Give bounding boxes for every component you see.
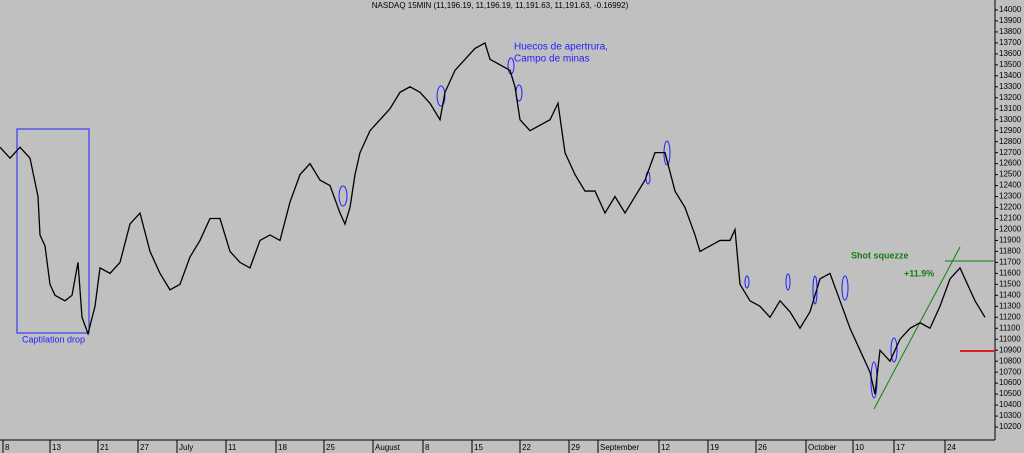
annotation: Shot squezze (851, 250, 909, 260)
y-tick-label: 11600 (999, 268, 1021, 277)
x-tick-label: 19 (710, 443, 719, 452)
price-line (0, 41, 986, 395)
x-tick-label: July (179, 443, 193, 452)
y-tick-label: 13200 (999, 93, 1022, 102)
x-tick-label: 12 (661, 443, 670, 452)
x-tick-label: 26 (758, 443, 767, 452)
chart-title: NASDAQ 15MIN (11,196.19, 11,196.19, 11,1… (372, 1, 629, 10)
y-tick-label: 12500 (999, 170, 1022, 179)
y-tick-label: 11900 (999, 236, 1021, 245)
x-tick-label: 22 (522, 443, 531, 452)
x-tick-label: 21 (100, 443, 109, 452)
y-tick-label: 13900 (999, 16, 1022, 25)
y-tick-label: 12800 (999, 137, 1022, 146)
y-tick-label: 10900 (999, 345, 1022, 354)
y-tick-label: 10300 (999, 411, 1022, 420)
y-tick-label: 10400 (999, 400, 1022, 409)
x-tick-label: 18 (278, 443, 287, 452)
y-tick-label: 13500 (999, 60, 1022, 69)
y-tick-label: 12700 (999, 148, 1022, 157)
y-tick-label: 13700 (999, 38, 1022, 47)
annotation: Huecos de apertrura, (514, 42, 608, 53)
y-tick-label: 12900 (999, 126, 1022, 135)
y-tick-label: 12300 (999, 192, 1022, 201)
y-tick-label: 13000 (999, 115, 1022, 124)
y-tick-label: 12200 (999, 203, 1022, 212)
y-tick-label: 12600 (999, 159, 1022, 168)
x-tick-label: 17 (896, 443, 905, 452)
y-tick-label: 13100 (999, 104, 1022, 113)
y-tick-label: 11500 (999, 279, 1021, 288)
y-tick-label: 10700 (999, 367, 1022, 376)
x-tick-label: 24 (947, 443, 956, 452)
annotation: +11.9% (904, 268, 934, 278)
x-tick-label: October (808, 443, 837, 452)
x-tick-label: 29 (571, 443, 580, 452)
y-tick-label: 14000 (999, 5, 1022, 14)
y-tick-label: 11300 (999, 301, 1021, 310)
annotation: Campo de minas (514, 54, 590, 65)
x-tick-label: 8 (425, 443, 430, 452)
y-tick-label: 12100 (999, 214, 1022, 223)
y-tick-label: 10500 (999, 389, 1022, 398)
y-tick-label: 11400 (999, 290, 1021, 299)
box (16, 128, 90, 334)
y-tick-label: 13400 (999, 71, 1022, 80)
x-tick-label: 25 (326, 443, 335, 452)
y-tick-label: 13800 (999, 27, 1022, 36)
x-tick-label: 15 (474, 443, 483, 452)
y-tick-label: 12400 (999, 181, 1022, 190)
y-tick-label: 11100 (999, 323, 1021, 332)
x-tick-label: 13 (52, 443, 61, 452)
y-tick-label: 10800 (999, 356, 1022, 365)
y-tick-label: 11000 (999, 334, 1021, 343)
trend-line (873, 246, 961, 410)
x-tick-label: 11 (228, 443, 237, 452)
y-tick-label: 11200 (999, 312, 1021, 321)
x-tick-label: 27 (140, 443, 149, 452)
x-tick-label: August (375, 443, 401, 452)
y-tick-label: 12000 (999, 225, 1022, 234)
x-tick-label: 10 (855, 443, 864, 452)
y-tick-label: 10600 (999, 378, 1022, 387)
annotation: Captilation drop (22, 334, 85, 344)
x-tick-label: 8 (5, 443, 10, 452)
y-tick-label: 10200 (999, 422, 1022, 431)
x-tick-label: September (600, 443, 639, 452)
y-tick-label: 11800 (999, 247, 1021, 256)
y-tick-label: 13300 (999, 82, 1022, 91)
y-tick-label: 13600 (999, 49, 1022, 58)
y-tick-label: 11700 (999, 258, 1021, 267)
